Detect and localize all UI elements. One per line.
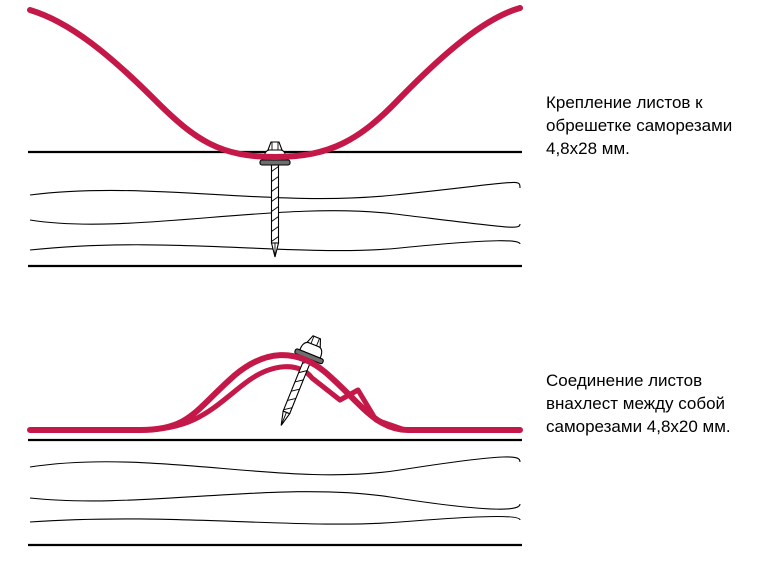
metal-sheet-profile (30, 8, 520, 157)
diagram-canvas: Крепление листов к обрешетке саморезами … (0, 0, 768, 567)
screw-hex (268, 142, 282, 150)
caption-bottom: Соединение листов внахлест между собой с… (546, 370, 731, 439)
wood-grain (30, 492, 520, 510)
screw (267, 332, 330, 431)
diagram-svg (0, 0, 768, 567)
wood-grain (30, 457, 520, 475)
figure-sheet-overlap (28, 332, 522, 545)
screw-washer (260, 160, 290, 165)
figure-sheet-to-batten (28, 8, 522, 266)
caption-top: Крепление листов к обрешетке саморезами … (546, 92, 732, 161)
wood-grain (30, 517, 520, 525)
